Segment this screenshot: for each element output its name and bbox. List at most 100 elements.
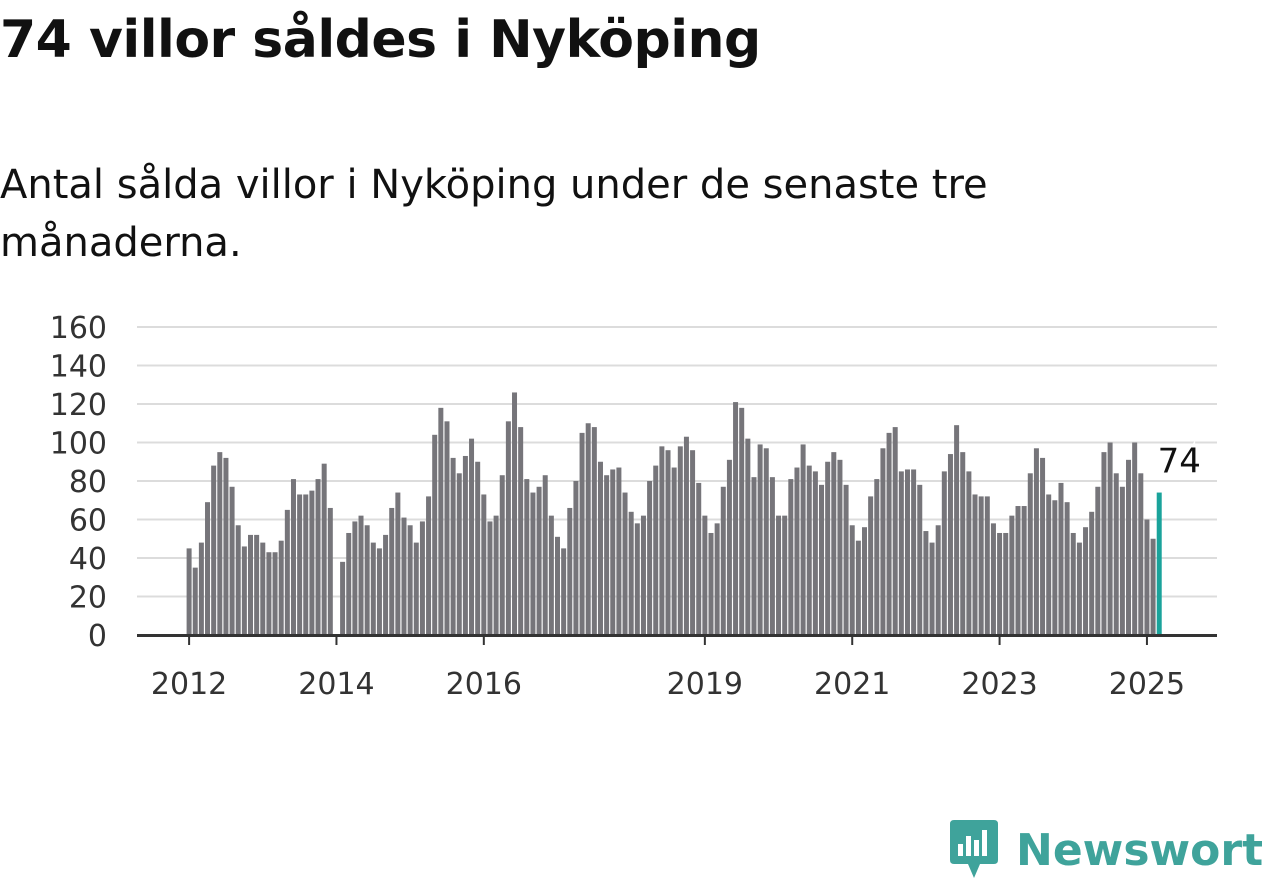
bar xyxy=(419,521,425,635)
bar xyxy=(205,502,211,635)
bar xyxy=(1132,442,1138,635)
bar xyxy=(640,515,646,635)
bar xyxy=(1064,502,1070,635)
bar xyxy=(518,427,524,635)
bar xyxy=(217,452,223,636)
bar xyxy=(475,461,481,635)
y-tick-label: 80 xyxy=(69,465,107,500)
bar xyxy=(303,494,309,635)
bar xyxy=(659,446,665,635)
bar xyxy=(647,481,653,635)
bar xyxy=(880,448,886,635)
bar xyxy=(1052,500,1058,635)
bar xyxy=(1138,473,1144,635)
bar xyxy=(634,523,640,635)
x-tick-label: 2019 xyxy=(667,667,743,702)
bar xyxy=(843,484,849,635)
bar xyxy=(849,525,855,635)
bar xyxy=(653,465,659,635)
bar xyxy=(837,459,843,635)
bar xyxy=(567,507,573,635)
bar xyxy=(1058,482,1064,635)
bar xyxy=(512,392,518,635)
x-tick-label: 2025 xyxy=(1109,667,1185,702)
bar xyxy=(1083,527,1089,635)
bar xyxy=(763,448,769,635)
bar xyxy=(929,542,935,635)
bar xyxy=(1040,457,1046,635)
bar xyxy=(444,421,450,635)
bar xyxy=(395,492,401,635)
bar xyxy=(290,479,296,635)
y-tick-label: 40 xyxy=(69,542,107,577)
bar xyxy=(726,459,732,635)
bar xyxy=(941,471,947,636)
bar xyxy=(898,471,904,636)
bar xyxy=(855,540,861,635)
bar xyxy=(542,475,548,635)
brand-name: Newsworthy xyxy=(1016,824,1262,876)
bar xyxy=(499,475,505,635)
bar xyxy=(819,484,825,635)
bar xyxy=(690,450,696,635)
chart-subtitle: Antal sålda villor i Nyköping under de s… xyxy=(0,162,988,266)
bar xyxy=(1046,494,1052,635)
bar xyxy=(315,479,321,635)
bar xyxy=(309,490,315,636)
bar xyxy=(186,548,192,636)
y-tick-label: 100 xyxy=(50,427,107,462)
highlight-callout: 74 xyxy=(1155,439,1204,485)
bar xyxy=(1119,486,1125,635)
bar xyxy=(683,436,689,635)
bar xyxy=(462,455,468,635)
bar xyxy=(769,477,775,635)
bar xyxy=(1015,506,1021,635)
bar xyxy=(376,548,382,636)
bar xyxy=(978,496,984,635)
bar xyxy=(708,532,714,635)
bar xyxy=(733,402,739,635)
bar xyxy=(272,552,278,635)
bar xyxy=(911,469,917,635)
bar xyxy=(935,525,941,635)
bar xyxy=(1033,448,1039,635)
bar xyxy=(1009,515,1015,635)
bar xyxy=(223,457,229,635)
bar xyxy=(346,532,352,635)
bar xyxy=(352,521,358,635)
bar xyxy=(800,444,806,635)
bar xyxy=(1150,538,1156,635)
bar xyxy=(284,509,290,636)
bar xyxy=(278,540,284,635)
bar xyxy=(248,534,253,635)
bar xyxy=(530,492,536,635)
x-tick-label: 2014 xyxy=(298,667,374,702)
bar-highlight xyxy=(1156,492,1162,635)
bar xyxy=(616,467,622,635)
bar xyxy=(1076,542,1082,635)
bar xyxy=(241,546,247,635)
bar xyxy=(677,446,683,635)
bar xyxy=(917,484,923,635)
bar xyxy=(622,492,628,635)
bar xyxy=(340,561,346,635)
x-tick-label: 2012 xyxy=(151,667,227,702)
bar xyxy=(229,486,235,635)
bar xyxy=(192,567,198,636)
bar xyxy=(561,548,567,636)
bar xyxy=(555,536,560,635)
bar xyxy=(1101,452,1107,636)
bar xyxy=(401,517,407,635)
chart-title: 74 villor såldes i Nyköping xyxy=(0,10,761,70)
bar xyxy=(432,434,438,635)
bar xyxy=(266,552,272,635)
bar xyxy=(1003,532,1009,635)
bar xyxy=(450,457,456,635)
bar xyxy=(383,534,389,635)
bar xyxy=(947,454,953,635)
bar xyxy=(573,481,579,635)
bar xyxy=(806,465,812,635)
bar xyxy=(868,496,874,635)
bar xyxy=(923,531,929,635)
